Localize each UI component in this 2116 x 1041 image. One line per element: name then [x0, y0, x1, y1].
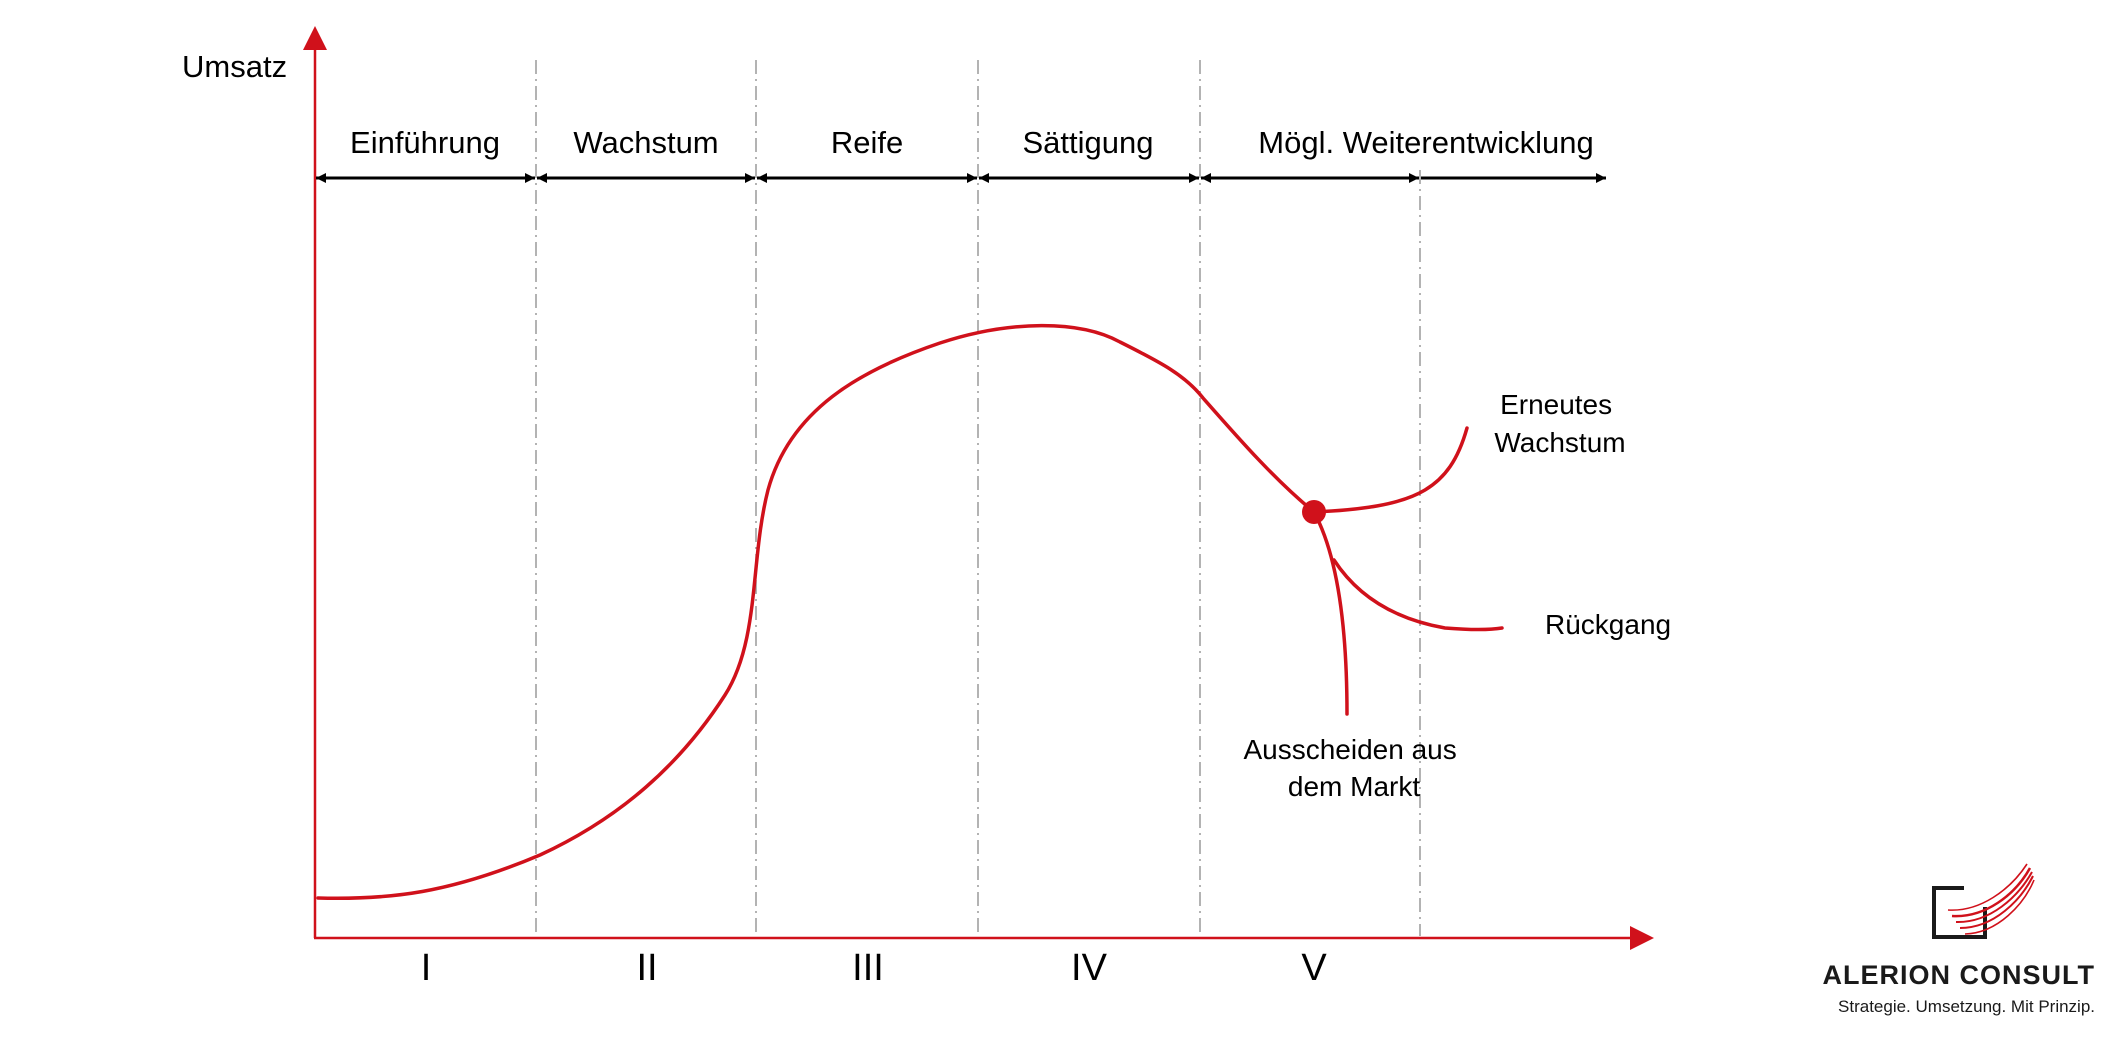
phase-numeral: I [421, 947, 432, 989]
y-axis-label: Umsatz [182, 49, 287, 84]
phase-numeral: IV [1071, 947, 1108, 989]
brand-name: ALERION CONSULT [1823, 960, 2096, 990]
outcome-exit-line: Ausscheiden aus [1243, 734, 1456, 765]
x-axis-arrowhead [1630, 926, 1654, 950]
brand-block: ALERION CONSULT Strategie. Umsetzung. Mi… [1823, 863, 2096, 1016]
outcome-exit-label: Ausscheiden aus dem Markt [1243, 734, 1464, 802]
outcome-growth-line: Erneutes [1500, 389, 1612, 420]
phase-label: Mögl. Weiterentwicklung [1258, 125, 1593, 160]
exit-branch-curve [1312, 510, 1349, 716]
phase-labels: Einführung Wachstum Reife Sättigung Mögl… [350, 125, 1594, 160]
lifecycle-main-curve [316, 323, 1316, 901]
phase-dividers [535, 60, 1421, 936]
outcome-growth-line: Wachstum [1494, 427, 1625, 458]
axes: Umsatz [182, 26, 1654, 950]
phase-label: Wachstum [573, 125, 718, 160]
outcome-exit-line: dem Markt [1288, 771, 1420, 802]
phase-label: Reife [831, 125, 903, 160]
outcome-decline-label: Rückgang [1545, 609, 1671, 640]
growth-branch-curve [1312, 426, 1469, 514]
decline-branch-curve [1332, 558, 1504, 632]
phase-label: Einführung [350, 125, 500, 160]
lifecycle-curves [316, 323, 1504, 901]
brand-tagline: Strategie. Umsetzung. Mit Prinzip. [1838, 997, 2095, 1016]
y-axis-arrowhead [303, 26, 327, 50]
phase-numeral: II [636, 947, 657, 989]
phase-numeral: V [1301, 947, 1327, 989]
decision-point-marker [1302, 500, 1326, 524]
alerion-logo-icon [1932, 863, 2035, 939]
phase-label: Sättigung [1023, 125, 1154, 160]
outcome-labels: Erneutes Wachstum Rückgang Ausscheiden a… [1243, 389, 1671, 802]
phase-numeral: III [852, 947, 884, 989]
phase-numerals: I II III IV V [421, 947, 1328, 989]
outcome-growth-label: Erneutes Wachstum [1494, 389, 1625, 458]
